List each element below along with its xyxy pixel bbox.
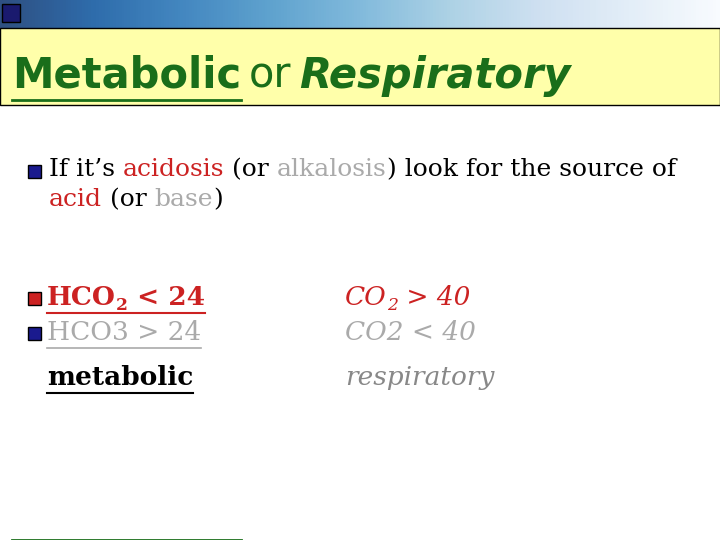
- FancyBboxPatch shape: [2, 4, 20, 22]
- Text: base: base: [155, 188, 213, 211]
- Text: respiratory: respiratory: [345, 365, 495, 390]
- Text: alkalosis: alkalosis: [277, 158, 387, 181]
- Text: (or: (or: [102, 188, 155, 211]
- Text: CO: CO: [345, 285, 387, 310]
- Text: acidosis: acidosis: [123, 158, 225, 181]
- Text: > 40: > 40: [397, 285, 470, 310]
- Text: (or: (or: [225, 158, 277, 181]
- Text: HCO3 > 24: HCO3 > 24: [47, 320, 202, 345]
- Text: CO2 < 40: CO2 < 40: [345, 320, 476, 345]
- Text: ) look for the source of: ) look for the source of: [387, 158, 676, 181]
- Text: Metabolic: Metabolic: [12, 55, 241, 97]
- FancyBboxPatch shape: [28, 165, 41, 178]
- Text: 2: 2: [387, 297, 397, 314]
- Text: If it’s: If it’s: [49, 158, 123, 181]
- Text: HCO: HCO: [47, 285, 116, 310]
- FancyBboxPatch shape: [0, 28, 720, 105]
- Text: Respiratory: Respiratory: [300, 55, 571, 97]
- FancyBboxPatch shape: [28, 327, 41, 340]
- Text: 2: 2: [116, 297, 127, 314]
- Text: acid: acid: [49, 188, 102, 211]
- FancyBboxPatch shape: [28, 292, 41, 305]
- Text: or: or: [249, 55, 292, 97]
- Text: ): ): [213, 188, 223, 211]
- Text: < 24: < 24: [127, 285, 205, 310]
- Text: metabolic: metabolic: [47, 365, 194, 390]
